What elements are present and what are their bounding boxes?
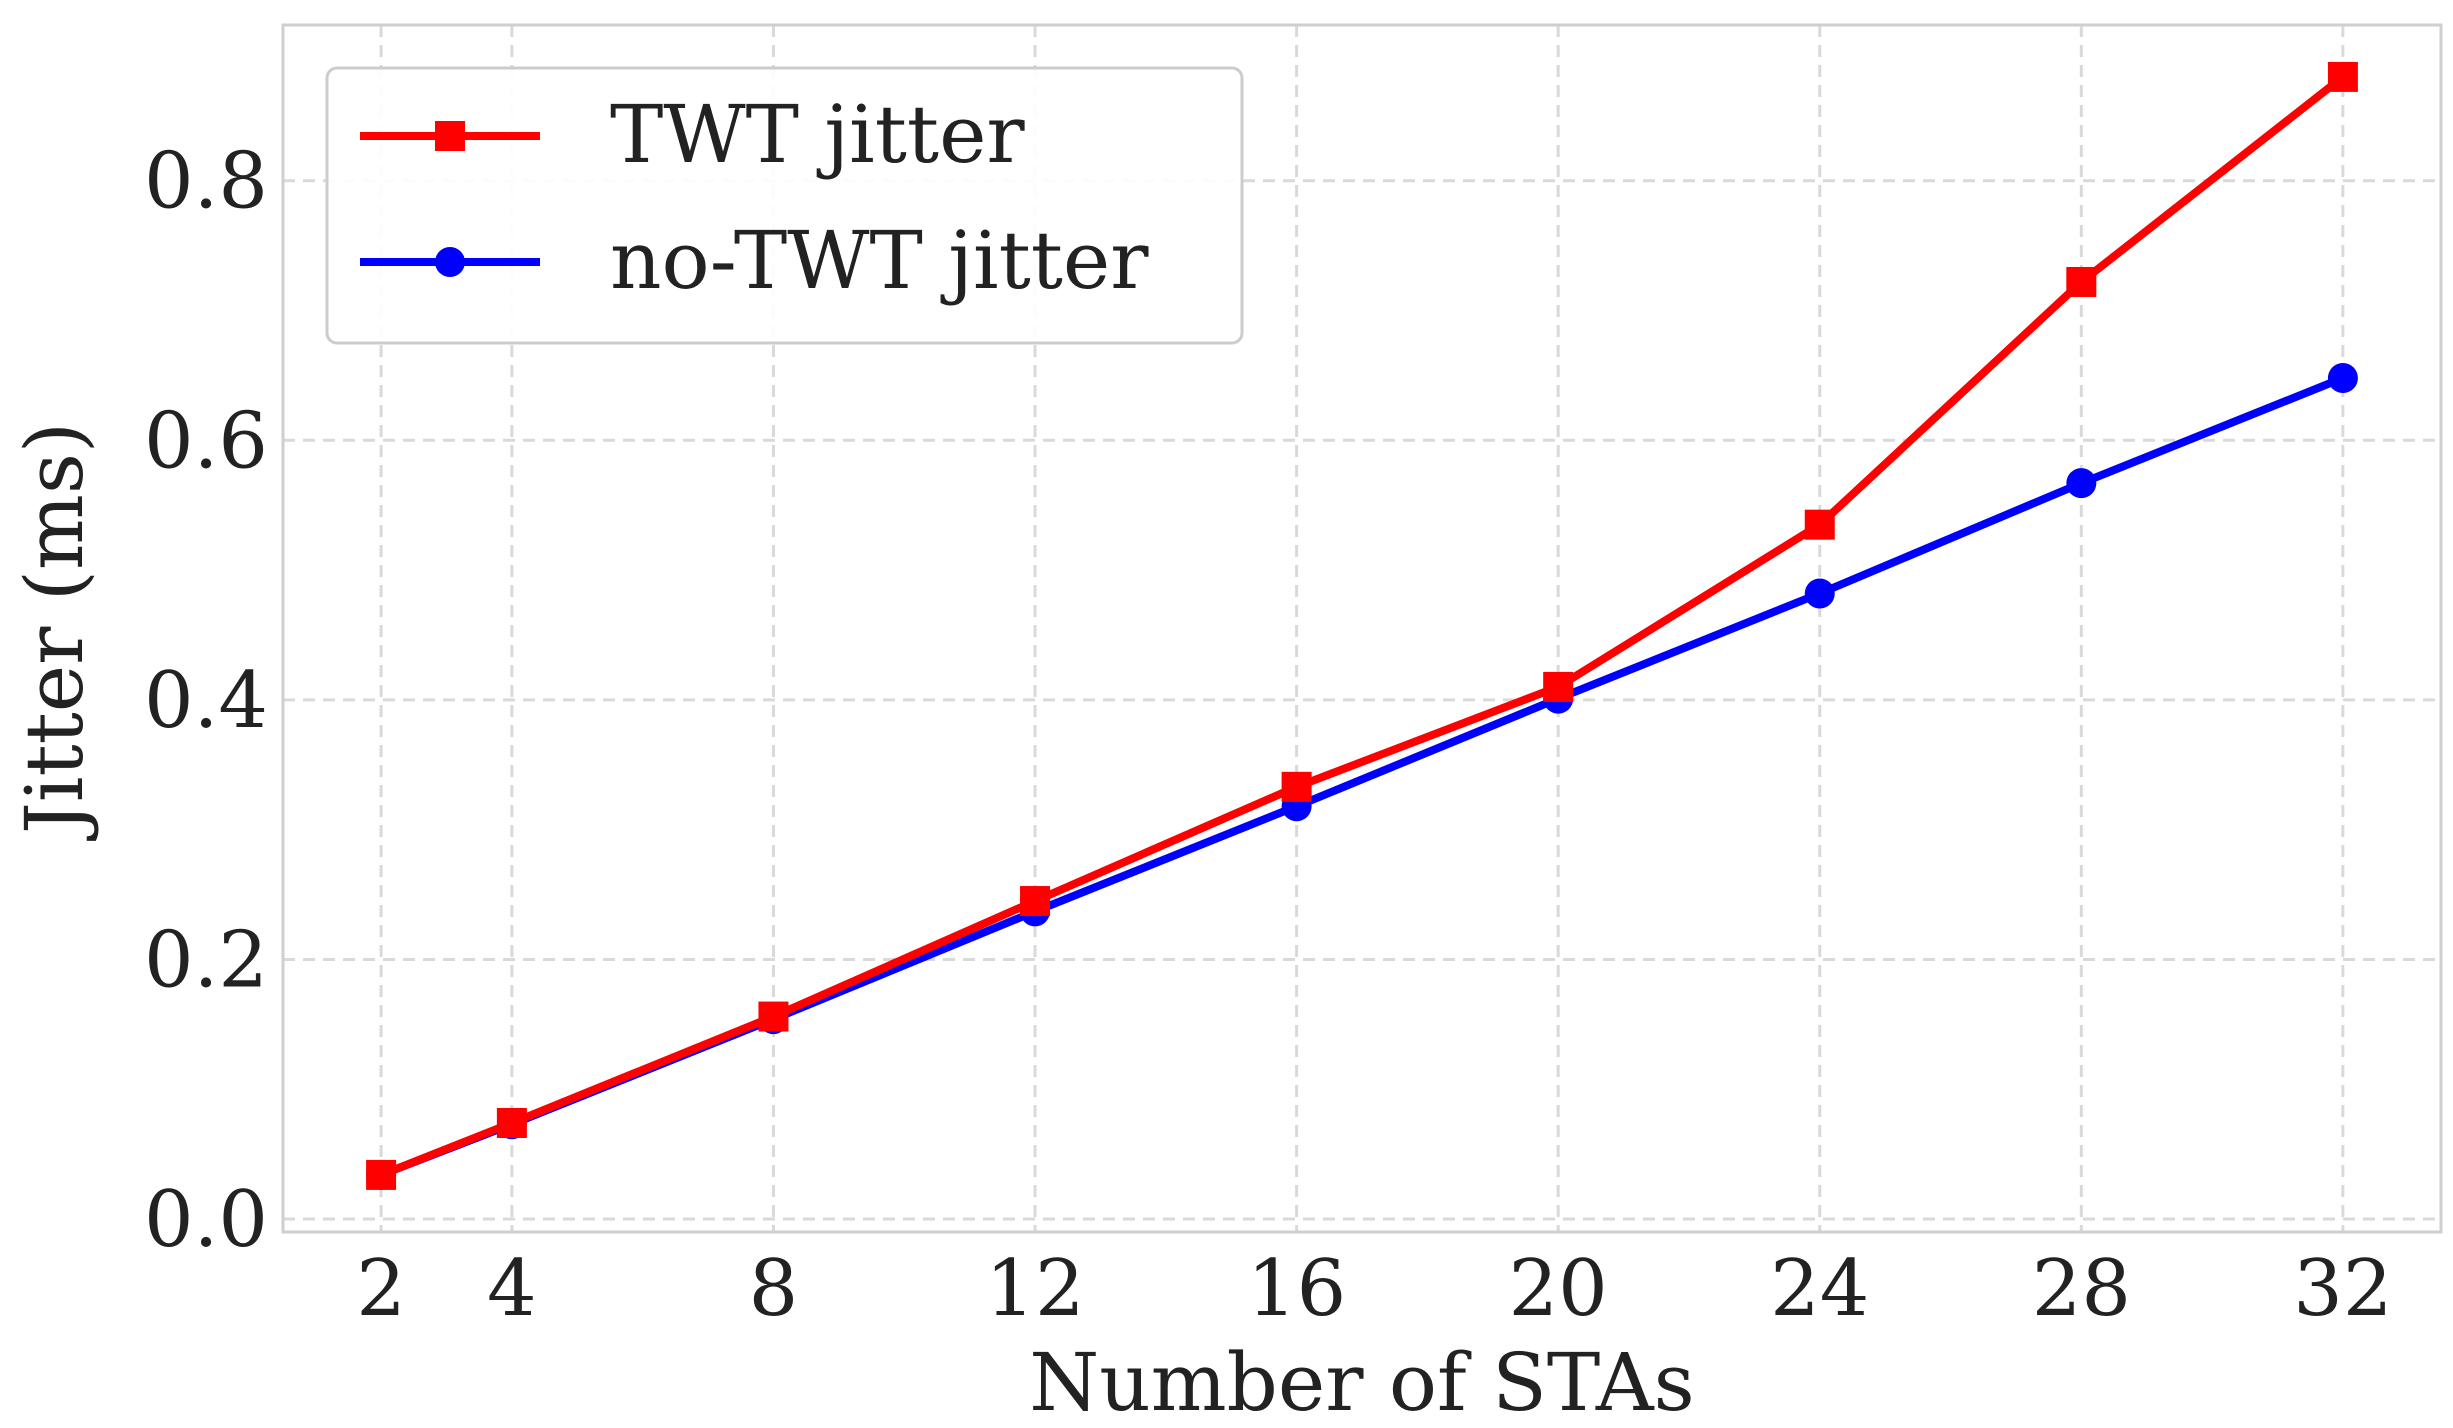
data-point-no-twt-jitter bbox=[2327, 363, 2358, 394]
x-axis-ticks: 2 4 8 12 16 20 24 28 32 bbox=[356, 1244, 2392, 1334]
x-tick-label: 8 bbox=[749, 1244, 799, 1334]
legend-label-twt: TWT jitter bbox=[610, 88, 1025, 181]
plot-area-frame bbox=[281, 23, 2443, 1234]
x-tick-label: 2 bbox=[356, 1244, 406, 1334]
y-tick-label: 0.0 bbox=[144, 1175, 268, 1265]
x-tick-label: 4 bbox=[487, 1244, 537, 1334]
y-axis-ticks: 0.0 0.2 0.4 0.6 0.8 bbox=[144, 137, 268, 1265]
x-tick-label: 28 bbox=[2032, 1244, 2131, 1334]
data-point-twt-jitter bbox=[1804, 509, 1835, 540]
data-point-twt-jitter bbox=[2327, 61, 2358, 92]
data-point-twt-jitter bbox=[758, 1001, 789, 1032]
series-layer bbox=[366, 61, 2358, 1190]
legend-box bbox=[325, 66, 1244, 345]
x-tick-label: 32 bbox=[2293, 1244, 2392, 1334]
data-point-no-twt-jitter bbox=[2066, 468, 2097, 499]
x-tick-label: 12 bbox=[985, 1244, 1084, 1334]
legend-marker-twt bbox=[435, 121, 465, 151]
data-point-no-twt-jitter bbox=[1804, 578, 1835, 609]
legend-label-no-twt: no-TWT jitter bbox=[610, 214, 1149, 307]
y-axis-title: Jitter (ms) bbox=[8, 422, 101, 841]
y-tick-label: 0.2 bbox=[144, 915, 268, 1005]
x-tick-label: 24 bbox=[1770, 1244, 1869, 1334]
data-point-twt-jitter bbox=[496, 1107, 527, 1138]
data-point-twt-jitter bbox=[1020, 886, 1051, 917]
series-twt-jitter bbox=[366, 61, 2358, 1190]
y-tick-label: 0.6 bbox=[144, 396, 268, 486]
data-point-twt-jitter bbox=[1543, 671, 1574, 702]
data-point-twt-jitter bbox=[1281, 771, 1312, 802]
y-tick-label: 0.4 bbox=[144, 656, 268, 746]
x-axis-title: Number of STAs bbox=[1029, 1336, 1694, 1428]
data-point-twt-jitter bbox=[366, 1159, 397, 1190]
x-tick-label: 20 bbox=[1509, 1244, 1608, 1334]
legend: TWT jitter no-TWT jitter bbox=[325, 66, 1244, 345]
x-tick-label: 16 bbox=[1247, 1244, 1346, 1334]
legend-marker-no-twt bbox=[435, 247, 465, 277]
y-tick-label: 0.8 bbox=[144, 137, 268, 227]
data-point-twt-jitter bbox=[2066, 266, 2097, 297]
